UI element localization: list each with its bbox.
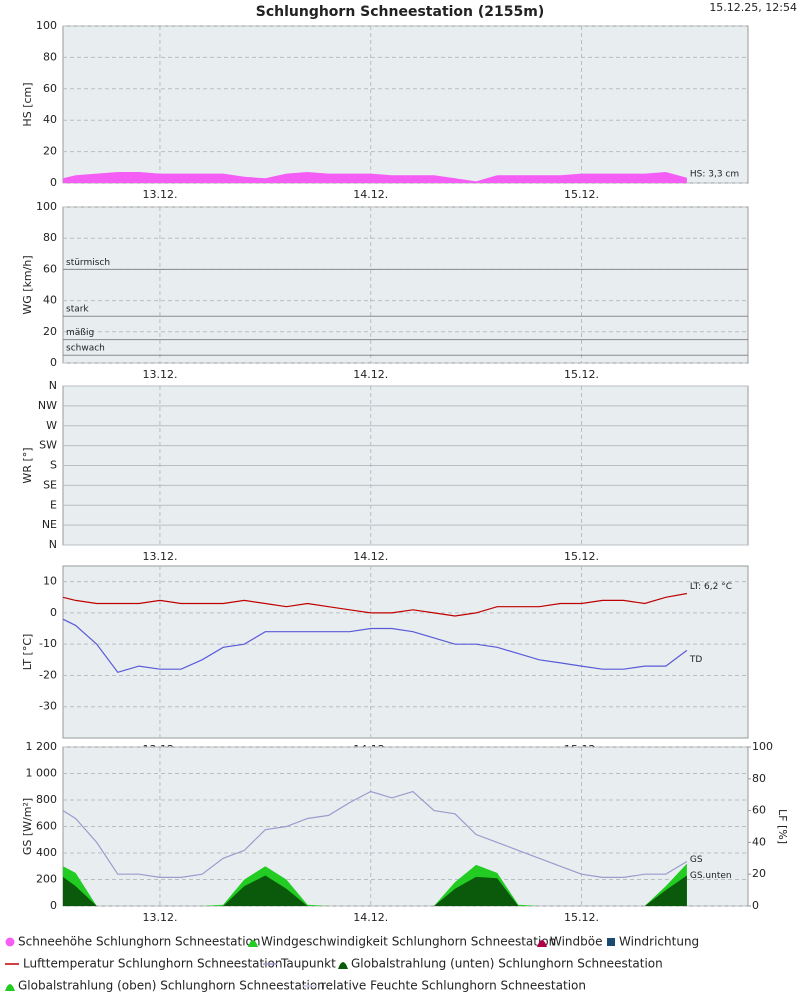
x-tick-label: 13.12. [142,911,177,924]
x-tick-label: 13.12. [142,368,177,381]
x-tick-label: 14.12. [353,188,388,201]
legend-marker [248,940,258,947]
y-tick-label: 0 [50,176,57,189]
legend-label: Schneehöhe Schlunghorn Schneestation [18,935,261,949]
y-tick-label: 10 [43,575,57,588]
line [62,592,688,617]
x-tick-label: 15.12. [564,550,599,563]
y-tick-label: N [49,538,57,551]
y2-tick-label: 80 [752,772,766,785]
y-tick-label: 20 [43,145,57,158]
y-tick-label: 100 [36,19,57,32]
page-title: Schlunghorn Schneestation (2155m) [256,4,545,20]
legend-label: relative Feuchte Schlunghorn Schneestati… [321,979,586,993]
y2-tick-label: 0 [752,899,759,912]
y-tick-label: 40 [43,113,57,126]
y-tick-label: 1 000 [26,767,58,780]
y-axis-label: GS [W/m²] [21,798,34,855]
y-tick-label: 0 [50,606,57,619]
x-tick-label: 15.12. [564,368,599,381]
y-tick-label: SE [43,478,57,491]
legend-marker [607,938,615,946]
y-tick-label: 1 200 [26,740,58,753]
y-tick-label: 200 [36,873,57,886]
y-tick-label: S [50,459,57,472]
series-end-label: TD [689,655,702,665]
y-tick-label: E [50,498,57,511]
y-tick-label: 800 [36,793,57,806]
x-tick-label: 14.12. [353,911,388,924]
y-tick-label: 100 [36,200,57,213]
timestamp: 15.12.25, 12:54 [709,1,797,14]
legend-label: Windgeschwindigkeit Schlunghorn Schneest… [261,935,556,949]
x-tick-label: 14.12. [353,368,388,381]
reference-label: stark [66,305,89,315]
y-tick-label: 0 [50,356,57,369]
line [62,790,688,878]
series-end-label: LT: 6,2 °C [690,582,732,592]
legend-label: Lufttemperatur Schlunghorn Schneestation [23,957,282,971]
y-tick-label: -20 [39,668,57,681]
plot-area [62,565,749,739]
reference-label: schwach [66,344,105,354]
y-tick-label: 60 [43,262,57,275]
series-end-label: GS.unten [690,871,732,881]
legend-marker [5,937,15,947]
y-tick-label: SW [39,439,57,452]
legend-marker [338,962,348,969]
y-tick-label: -10 [39,637,57,650]
x-tick-label: 14.12. [353,550,388,563]
y2-tick-label: 100 [752,740,773,753]
line [62,618,688,673]
legend-label: Windböe [550,935,603,949]
y2-tick-label: 20 [752,867,766,880]
y-tick-label: 0 [50,899,57,912]
y-axis-label: LT [°C] [21,634,34,671]
legend-marker [5,984,15,991]
y2-tick-label: 40 [752,835,766,848]
y-tick-label: -30 [39,700,57,713]
legend-label: Windrichtung [619,935,699,949]
reference-label: mäßig [66,328,94,338]
y-tick-label: 400 [36,846,57,859]
y-tick-label: 80 [43,50,57,63]
y-tick-label: 40 [43,294,57,307]
x-tick-label: 13.12. [142,188,177,201]
y-axis-label: WR [°] [21,447,34,483]
y-axis-label: HS [cm] [21,82,34,126]
y2-axis-label: LF [%] [776,809,789,844]
reference-label: stürmisch [66,258,110,268]
y-axis-label: WG [km/h] [21,255,34,314]
area [63,172,687,183]
series-end-label: GS [690,855,703,865]
legend-label: Taupunkt [280,957,336,971]
x-tick-label: 13.12. [142,550,177,563]
y2-tick-label: 60 [752,804,766,817]
y-tick-label: N [49,379,57,392]
y-tick-label: NW [38,399,57,412]
y-tick-label: 60 [43,82,57,95]
y-tick-label: 80 [43,231,57,244]
y-tick-label: NE [42,518,57,531]
series-end-label: HS: 3,3 cm [690,169,739,179]
plot-area [62,206,749,364]
y-tick-label: W [46,419,57,432]
x-tick-label: 15.12. [564,188,599,201]
legend-marker [537,940,547,947]
legend-label: Globalstrahlung (unten) Schlunghorn Schn… [351,957,663,971]
x-tick-label: 15.12. [564,911,599,924]
legend-label: Globalstrahlung (oben) Schlunghorn Schne… [18,979,325,993]
plot-area [62,25,749,184]
y-tick-label: 20 [43,325,57,338]
y-tick-label: 600 [36,820,57,833]
